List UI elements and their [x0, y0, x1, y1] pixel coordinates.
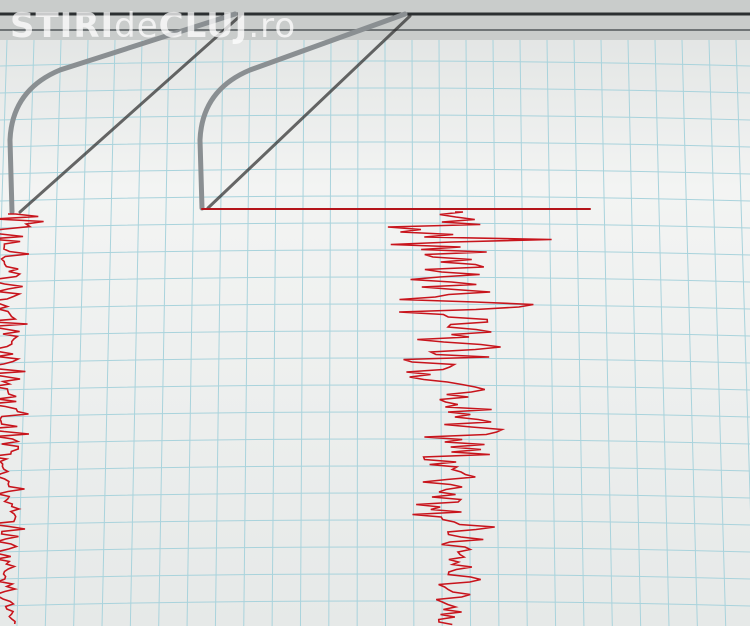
grid-line — [0, 114, 750, 121]
grid-lines — [0, 39, 750, 626]
grid-line — [0, 573, 750, 580]
stylus-left — [7, 11, 242, 215]
grid-line — [0, 330, 750, 337]
grid-line — [0, 195, 750, 202]
grid-line — [101, 39, 116, 626]
grid-line — [243, 39, 251, 626]
grid-line — [0, 168, 750, 175]
main-seismogram-trace — [387, 211, 552, 626]
grid-line — [0, 384, 750, 391]
grid-line — [654, 39, 670, 626]
grid-line — [356, 39, 359, 626]
grid-line — [73, 39, 89, 626]
grid-line — [546, 39, 557, 626]
grid-line — [384, 39, 386, 626]
grid-line — [0, 303, 750, 310]
seismogram-traces — [0, 211, 552, 626]
grid-line — [271, 39, 278, 626]
grid-line — [0, 60, 750, 67]
grid-line — [0, 249, 750, 256]
watermark-logo: STIRIdeCLUJ.ro — [10, 6, 297, 46]
grid-line — [0, 492, 750, 499]
grid-line — [328, 39, 332, 626]
grid-line — [708, 39, 727, 626]
grid-line — [411, 39, 415, 626]
grid-line — [299, 39, 305, 626]
grid-line — [0, 465, 750, 472]
grid-line — [0, 141, 750, 148]
grid-line — [438, 39, 443, 626]
grid-line — [0, 357, 750, 364]
grid-line — [0, 276, 750, 283]
grid-line — [0, 222, 750, 229]
grid-line — [214, 39, 224, 626]
grid-line — [0, 519, 750, 526]
grid-line — [0, 39, 8, 279]
grid-line — [0, 546, 750, 553]
grid-line — [0, 600, 750, 607]
left-seismogram-trace — [0, 213, 44, 625]
grid-line — [735, 39, 750, 511]
grid-line — [0, 87, 750, 94]
drum-top-bar — [0, 0, 750, 40]
grid-line — [681, 39, 698, 626]
grid-line — [519, 39, 528, 626]
grid-line — [573, 39, 585, 626]
grid-line — [44, 39, 62, 626]
grid-line — [0, 411, 750, 418]
stylus-right — [197, 11, 591, 211]
grid-line — [492, 39, 500, 626]
grid-line — [186, 39, 197, 626]
grid-line — [0, 438, 750, 445]
